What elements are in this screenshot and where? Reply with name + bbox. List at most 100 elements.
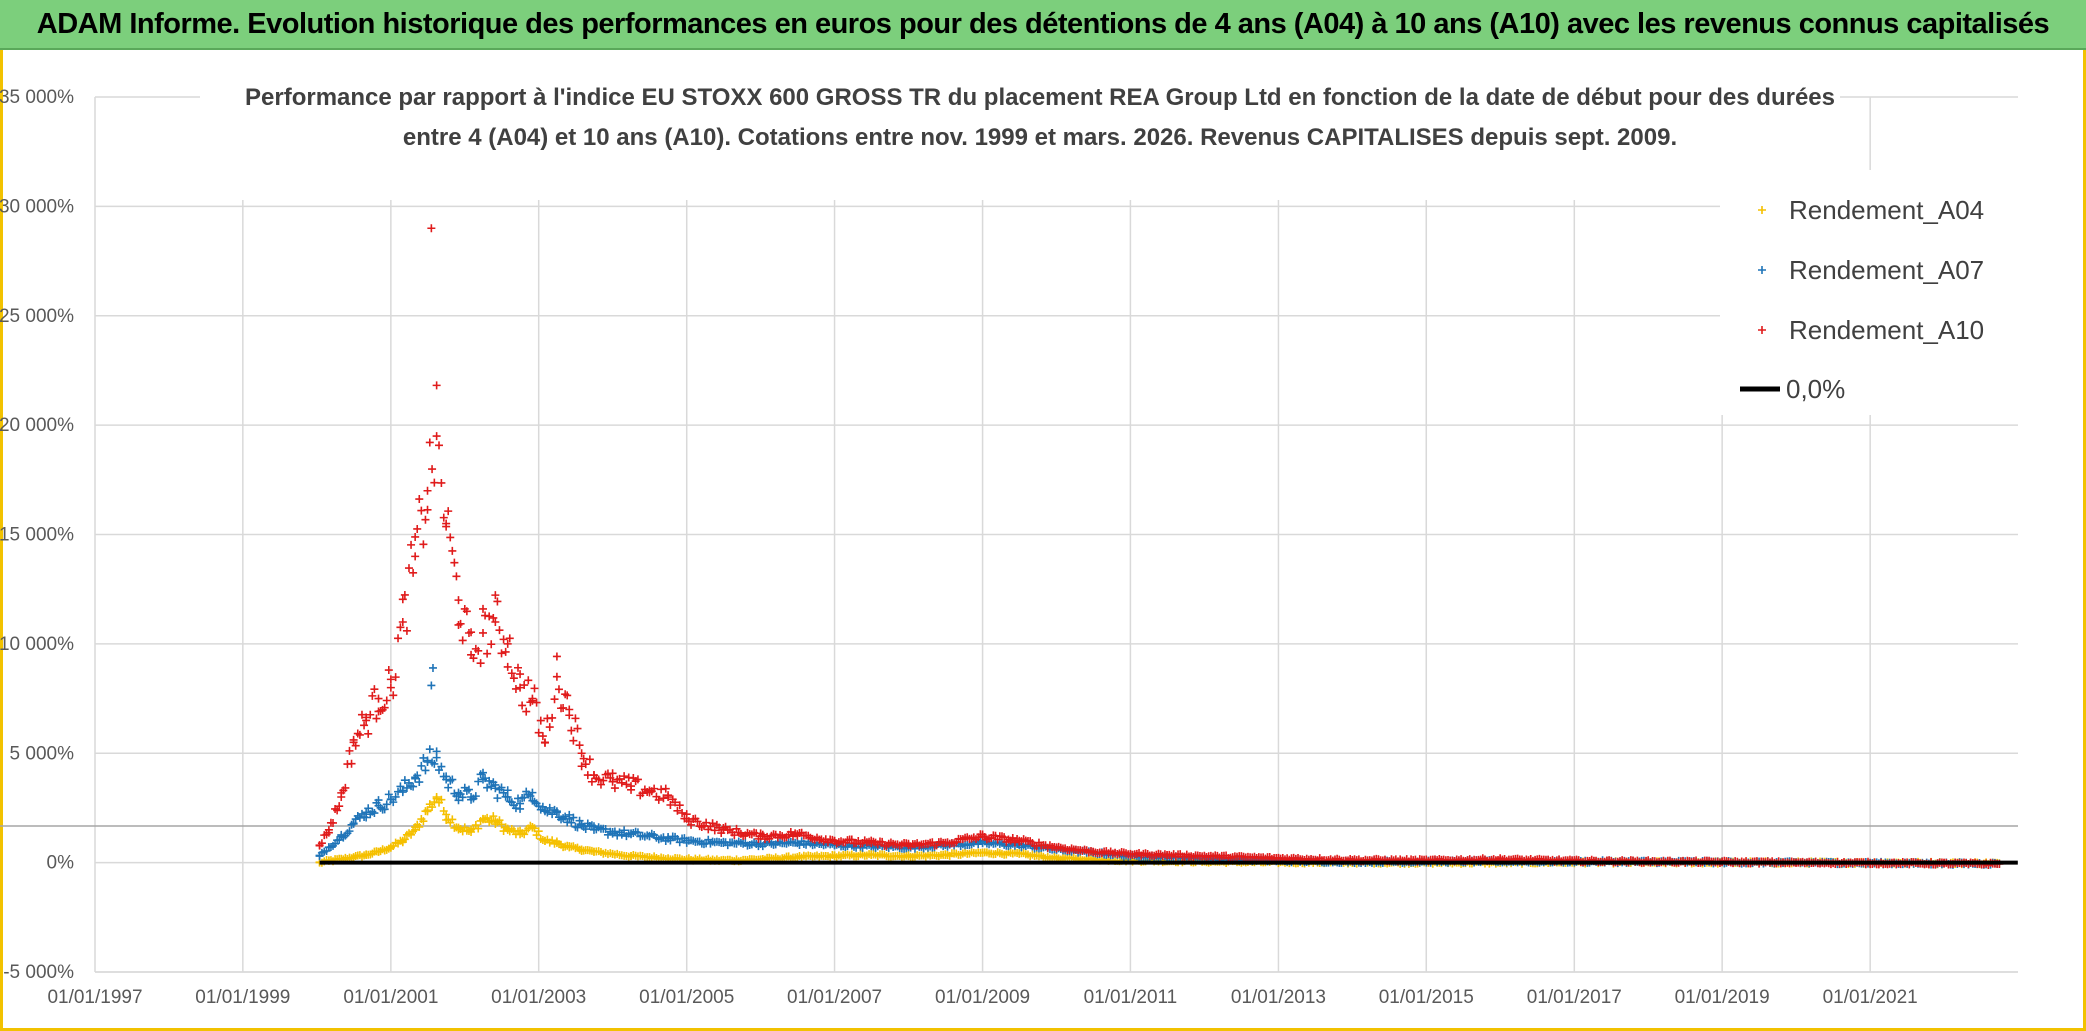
data-point-rendement-a07 — [396, 782, 405, 791]
data-point-rendement-a10 — [333, 806, 342, 815]
data-point-rendement-a10 — [528, 696, 537, 705]
data-point-rendement-a07 — [374, 796, 383, 805]
data-point-rendement-a07 — [474, 777, 483, 786]
data-point-rendement-a07 — [501, 792, 510, 801]
data-point-rendement-a04 — [415, 822, 424, 831]
data-point-rendement-a07 — [666, 836, 675, 845]
data-point-rendement-a07 — [413, 771, 422, 780]
data-point-rendement-a10 — [524, 676, 533, 685]
data-point-rendement-a04 — [432, 794, 441, 803]
data-point-rendement-a07 — [364, 804, 373, 813]
data-point-rendement-a07 — [384, 790, 393, 799]
legend-label: Rendement_A10 — [1789, 315, 1984, 345]
data-point-rendement-a10 — [534, 728, 543, 737]
data-point-rendement-a04 — [495, 816, 504, 825]
data-point-rendement-a04 — [448, 815, 457, 824]
legend-swatch-marker — [1758, 326, 1766, 334]
data-point-rendement-a10 — [479, 628, 488, 637]
data-point-rendement-a10 — [522, 707, 531, 716]
data-point-rendement-a07 — [391, 792, 400, 801]
data-point-rendement-a10 — [317, 839, 326, 848]
data-point-rendement-a10 — [360, 721, 369, 730]
data-point-rendement-a10 — [664, 791, 673, 800]
data-point-rendement-a10 — [671, 798, 680, 807]
data-point-rendement-a10 — [516, 683, 525, 692]
y-tick-label: 35 000% — [0, 87, 74, 108]
data-point-rendement-a07 — [526, 792, 535, 801]
data-point-rendement-a10 — [596, 780, 605, 789]
data-point-rendement-a10 — [552, 672, 561, 681]
data-point-rendement-a07 — [483, 783, 492, 792]
data-point-rendement-a07 — [569, 813, 578, 822]
x-tick-label: 01/01/2019 — [1675, 987, 1770, 1008]
data-point-rendement-a07 — [538, 802, 547, 811]
data-point-rendement-a07 — [503, 786, 512, 795]
data-point-rendement-a10 — [680, 814, 689, 823]
data-point-rendement-a07 — [417, 761, 426, 770]
y-tick-label: 5 000% — [10, 743, 75, 764]
data-point-rendement-a07 — [370, 809, 379, 818]
data-point-rendement-a10 — [610, 784, 619, 793]
data-point-rendement-a07 — [444, 783, 453, 792]
data-point-rendement-a10 — [384, 666, 393, 675]
x-tick-label: 01/01/1999 — [195, 987, 290, 1008]
data-point-rendement-a10 — [559, 703, 568, 712]
data-point-rendement-a10 — [324, 828, 333, 837]
data-point-rendement-a10 — [474, 646, 483, 655]
data-point-rendement-a10 — [347, 759, 356, 768]
data-point-rendement-a10 — [439, 513, 448, 522]
data-point-rendement-a10 — [452, 572, 461, 581]
legend-background — [1720, 170, 2040, 415]
y-tick-label: 0% — [47, 853, 75, 874]
data-point-rendement-a10 — [423, 505, 432, 514]
data-point-rendement-a10 — [673, 806, 682, 815]
data-point-rendement-a10 — [495, 626, 504, 635]
data-point-rendement-a04 — [483, 813, 492, 822]
data-point-rendement-a10-outliers — [427, 224, 436, 233]
data-point-rendement-a10 — [594, 775, 603, 784]
data-point-rendement-a10 — [730, 831, 739, 840]
data-point-rendement-a07 — [400, 776, 409, 785]
data-point-rendement-a10 — [423, 486, 432, 495]
data-point-rendement-a07-outliers — [427, 681, 436, 690]
legend-label: Rendement_A04 — [1789, 195, 1984, 225]
data-point-rendement-a10 — [349, 735, 358, 744]
data-point-rendement-a10 — [708, 819, 717, 828]
data-point-rendement-a10 — [391, 673, 400, 682]
y-tick-label: 10 000% — [0, 634, 74, 655]
data-point-rendement-a10 — [456, 619, 465, 628]
data-point-rendement-a10 — [432, 381, 441, 390]
data-point-rendement-a10 — [419, 540, 428, 549]
y-tick-label: 20 000% — [0, 415, 74, 436]
data-point-rendement-a07 — [398, 788, 407, 797]
data-point-rendement-a07 — [345, 827, 354, 836]
data-point-rendement-a07 — [561, 812, 570, 821]
data-point-rendement-a04 — [419, 817, 428, 826]
data-point-rendement-a10 — [675, 801, 684, 810]
data-point-rendement-a07 — [335, 835, 344, 844]
data-point-rendement-a07 — [680, 834, 689, 843]
data-point-rendement-a07 — [610, 827, 619, 836]
data-point-rendement-a10 — [567, 726, 576, 735]
data-point-rendement-a07 — [601, 825, 610, 834]
data-point-rendement-a07 — [419, 753, 428, 762]
data-point-rendement-a10 — [717, 829, 726, 838]
data-point-rendement-a10 — [430, 478, 439, 487]
data-point-rendement-a10 — [386, 675, 395, 684]
data-point-rendement-a07 — [362, 813, 371, 822]
data-point-rendement-a07 — [448, 775, 457, 784]
data-point-rendement-a10 — [503, 662, 512, 671]
data-point-rendement-a10 — [428, 465, 437, 474]
data-point-rendement-a10 — [442, 522, 451, 531]
data-point-rendement-a10 — [511, 684, 520, 693]
data-point-rendement-a10 — [758, 830, 767, 839]
data-point-rendement-a10 — [565, 711, 574, 720]
legend-label: 0,0% — [1786, 374, 1845, 404]
x-tick-label: 01/01/2007 — [787, 987, 882, 1008]
data-point-rendement-a07 — [409, 782, 418, 791]
data-point-rendement-a10 — [432, 432, 441, 441]
chart-subtitle-line-2: entre 4 (A04) et 10 ans (A10). Cotations… — [403, 124, 1677, 151]
data-point-rendement-a10 — [425, 438, 434, 447]
data-point-rendement-a10 — [678, 808, 687, 817]
